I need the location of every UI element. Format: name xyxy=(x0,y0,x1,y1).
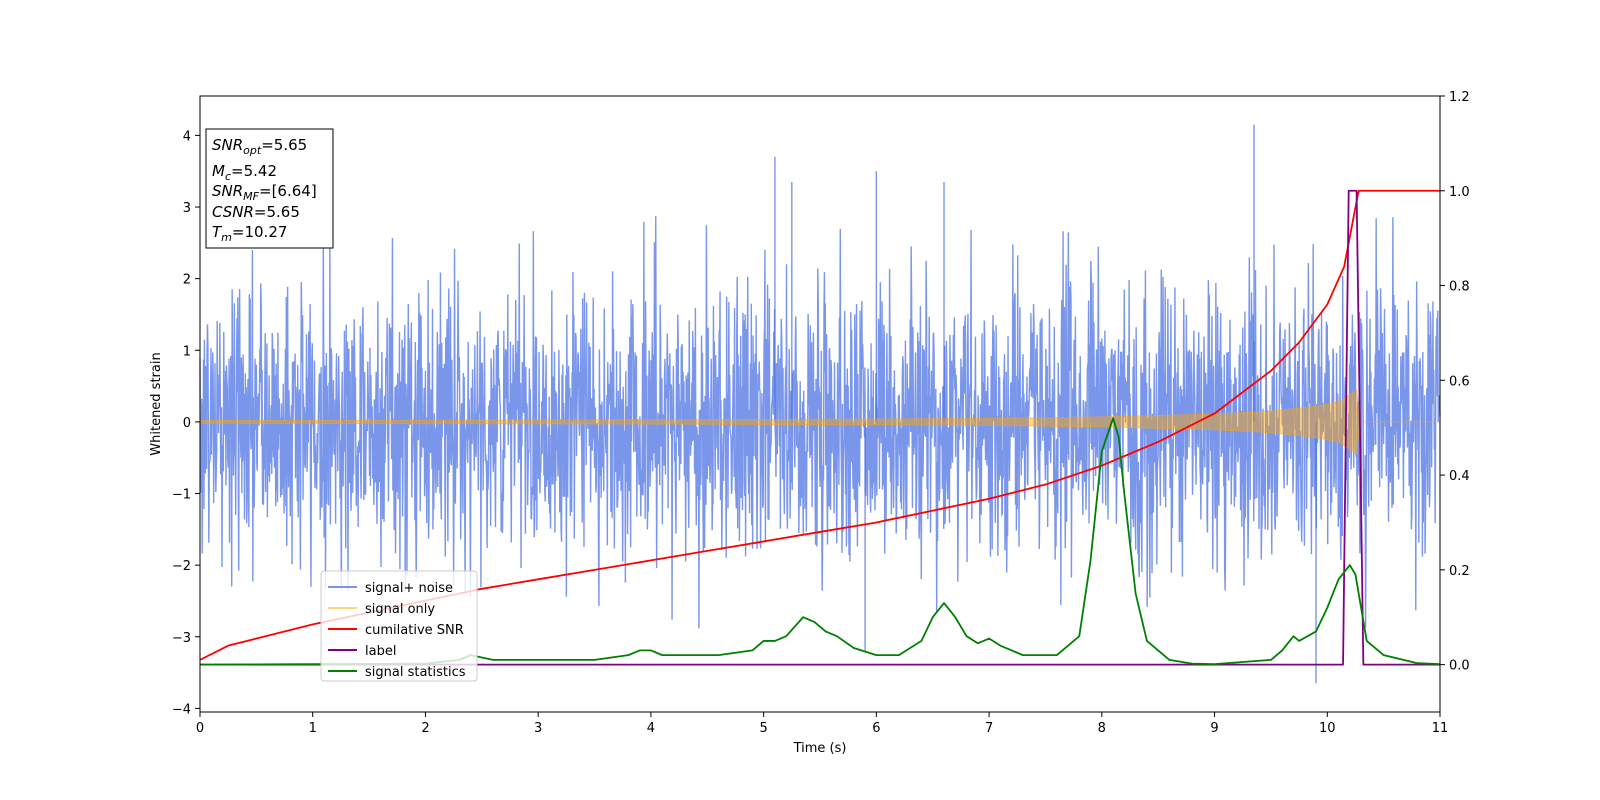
series-signal-noise-line xyxy=(199,216,1441,629)
x-tick-label: 4 xyxy=(647,721,655,736)
legend-frame xyxy=(320,570,478,682)
y2-tick-label: 1.2 xyxy=(1449,90,1470,105)
y-axis-label: Whitened strain xyxy=(149,352,164,455)
info-box-line: SNRopt=5.65 xyxy=(212,136,307,157)
legend-label: signal+ noise xyxy=(365,581,453,596)
x-tick-label: 8 xyxy=(1098,721,1106,736)
y-tick-label: 4 xyxy=(183,129,191,144)
ticks-layer: 0 1 2 3 4 5 6 7 8 9 10 11 −4 −3 −2 −1 0 1 2 3 4 0.0 0.2 0.4 0.6 0… xyxy=(172,90,1470,736)
legend-label: label xyxy=(365,644,396,659)
info-box-line: CSNR=5.65 xyxy=(212,203,300,221)
plot-frame xyxy=(199,95,1441,713)
x-axis-label: Time (s) xyxy=(793,741,847,756)
y-tick-label: −3 xyxy=(172,631,191,646)
y2-tick-label: 0.0 xyxy=(1449,659,1470,674)
legend: signal+ noise signal only cumilative SNR la… xyxy=(320,570,478,682)
y-tick-label: 2 xyxy=(183,273,191,288)
x-tick-label: 0 xyxy=(196,721,204,736)
y2-tick-label: 0.2 xyxy=(1449,564,1470,579)
y2-tick-label: 0.6 xyxy=(1449,374,1470,389)
x-tick-label: 9 xyxy=(1210,721,1218,736)
x-tick-label: 2 xyxy=(421,721,429,736)
legend-label: cumilative SNR xyxy=(365,623,464,638)
x-tick-label: 3 xyxy=(534,721,542,736)
info-box-frame xyxy=(205,128,334,249)
info-box-line: SNRMF=[6.64] xyxy=(212,182,317,203)
x-tick-label: 7 xyxy=(985,721,993,736)
y-tick-label: −1 xyxy=(172,488,191,503)
series-signal-statistics-line xyxy=(199,417,1441,666)
y2-tick-label: 0.8 xyxy=(1449,280,1470,295)
x-tick-label: 10 xyxy=(1319,721,1336,736)
legend-label: signal statistics xyxy=(365,665,466,680)
y-tick-label: −4 xyxy=(172,702,191,717)
x-tick-label: 11 xyxy=(1432,721,1449,736)
y-tick-label: −2 xyxy=(172,559,191,574)
legend-label: signal only xyxy=(365,602,435,617)
series-label-line xyxy=(200,189,1440,666)
info-box-line: Tm=10.27 xyxy=(212,223,287,244)
y2-tick-label: 1.0 xyxy=(1449,185,1470,200)
x-tick-label: 5 xyxy=(759,721,767,736)
y-tick-label: 1 xyxy=(183,344,191,359)
series-signal-only-band xyxy=(199,389,1440,455)
y-tick-label: 3 xyxy=(183,201,191,216)
y-tick-label: 0 xyxy=(183,416,191,431)
x-tick-label: 1 xyxy=(309,721,317,736)
info-box-line: Mc=5.42 xyxy=(212,162,277,183)
x-tick-label: 6 xyxy=(872,721,880,736)
y2-tick-label: 0.4 xyxy=(1449,469,1470,484)
